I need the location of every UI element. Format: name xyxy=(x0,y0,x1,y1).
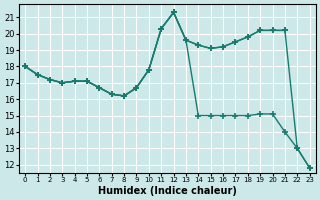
X-axis label: Humidex (Indice chaleur): Humidex (Indice chaleur) xyxy=(98,186,237,196)
